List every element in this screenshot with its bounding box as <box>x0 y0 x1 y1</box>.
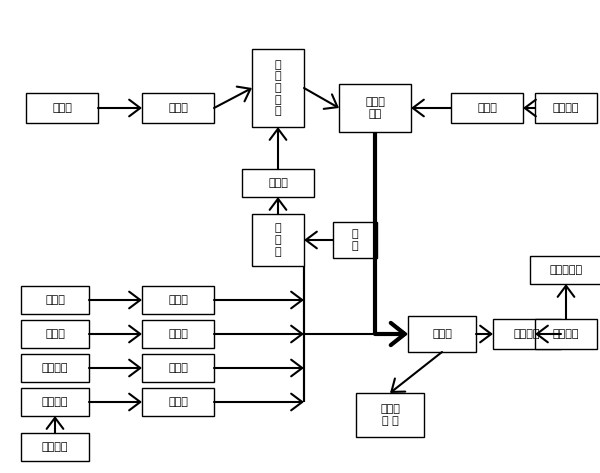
Text: 流动相: 流动相 <box>52 103 72 113</box>
Text: 蠕动泵: 蠕动泵 <box>268 178 288 188</box>
Text: 蠕动泵: 蠕动泵 <box>168 329 188 339</box>
Bar <box>26 93 98 123</box>
Text: 显示、存储: 显示、存储 <box>550 265 583 275</box>
Text: 样品溶液: 样品溶液 <box>42 397 68 407</box>
Bar <box>142 93 214 123</box>
Bar <box>21 320 89 348</box>
Bar <box>535 319 597 349</box>
Text: 空白溶液: 空白溶液 <box>42 442 68 452</box>
Bar <box>242 169 314 197</box>
Text: 环己烷: 环己烷 <box>45 295 65 305</box>
Bar <box>142 354 214 382</box>
Text: 蠕动泵: 蠕动泵 <box>168 295 188 305</box>
Text: 蠕动泵: 蠕动泵 <box>168 103 188 113</box>
Bar <box>356 393 424 437</box>
Bar <box>493 319 561 349</box>
Bar <box>21 354 89 382</box>
Bar <box>333 222 377 258</box>
Text: 萃
取
室: 萃 取 室 <box>275 223 281 256</box>
Bar <box>142 286 214 314</box>
Text: 数据处理: 数据处理 <box>553 329 579 339</box>
Bar <box>21 433 89 461</box>
Bar <box>252 49 304 127</box>
Text: 废液收
集 器: 废液收 集 器 <box>380 404 400 426</box>
Text: 蠕动泵: 蠕动泵 <box>168 363 188 373</box>
Bar <box>408 316 476 352</box>
Text: 蠕动泵: 蠕动泵 <box>477 103 497 113</box>
Bar <box>142 320 214 348</box>
Bar <box>451 93 523 123</box>
Bar <box>339 84 411 132</box>
Bar <box>252 214 304 266</box>
Text: 氮
气: 氮 气 <box>352 229 358 251</box>
Text: 磷酸溶液: 磷酸溶液 <box>42 363 68 373</box>
Bar <box>21 388 89 416</box>
Bar <box>21 286 89 314</box>
Bar <box>530 256 600 284</box>
Text: 蠕动泵: 蠕动泵 <box>168 397 188 407</box>
Text: 发光试剂: 发光试剂 <box>553 103 579 113</box>
Text: 络合剂: 络合剂 <box>45 329 65 339</box>
Text: 色谱填
充柱: 色谱填 充柱 <box>365 97 385 119</box>
Bar <box>142 388 214 416</box>
Text: 检测室: 检测室 <box>432 329 452 339</box>
Bar <box>535 93 597 123</box>
Text: 光电探测: 光电探测 <box>514 329 540 339</box>
Text: 三
通
进
样
阀: 三 通 进 样 阀 <box>275 60 281 116</box>
